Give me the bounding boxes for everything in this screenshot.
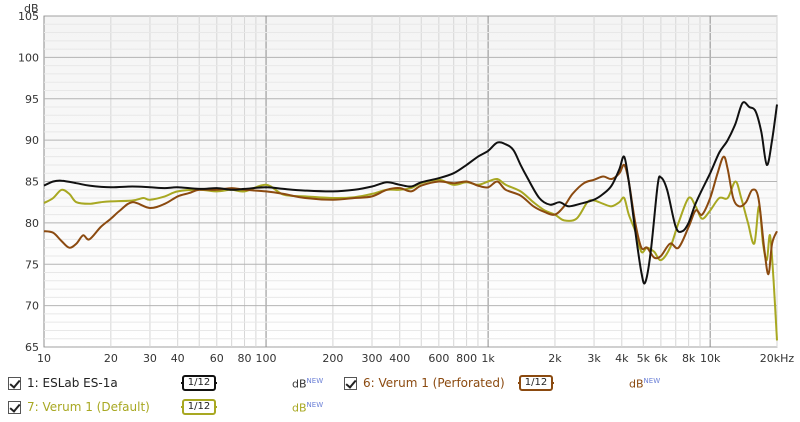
default-smoothing-label: 1/12 — [181, 399, 217, 415]
eslab-unit: dB — [292, 377, 307, 391]
x-tick-label: 2k — [548, 352, 562, 365]
x-tick-label: 10 — [37, 352, 51, 365]
y-tick-label: 90 — [25, 134, 39, 147]
series-line-7-verum-1-default — [43, 177, 778, 341]
x-tick-label: 6k — [654, 352, 668, 365]
x-tick-label: 20 — [104, 352, 118, 365]
x-tick-label: 800 — [456, 352, 477, 365]
eslab-checkbox[interactable] — [8, 376, 21, 390]
legend-label-perforated: 6: Verum 1 (Perforated) — [363, 376, 505, 390]
perforated-dbnew[interactable]: dBNEW — [629, 377, 660, 391]
x-tick-label: 600 — [428, 352, 449, 365]
legend-item-default[interactable]: 7: Verum 1 (Default) — [8, 397, 150, 417]
default-dbnew[interactable]: dBNEW — [292, 401, 323, 415]
y-axis-label: dB — [24, 2, 39, 15]
x-tick-label: 40 — [171, 352, 185, 365]
default-unit: dB — [292, 401, 307, 415]
series-line-6-verum-1-perforated — [43, 155, 778, 276]
y-tick-label: 95 — [25, 93, 39, 106]
perforated-new-badge: NEW — [643, 377, 661, 385]
x-tick-label: 8k — [682, 352, 696, 365]
x-tick-labels: 10 20 30 40 60 80 100 200 300 400 600 800 1k 2k 3k 4k 5k… — [37, 352, 794, 365]
eslab-smoothing-button[interactable]: 1/12 — [181, 375, 217, 391]
legend-label-default: 7: Verum 1 (Default) — [27, 400, 150, 414]
x-tick-label: 10k — [700, 352, 721, 365]
x-tick-label: 100 — [256, 352, 277, 365]
y-tick-label: 65 — [25, 341, 39, 354]
y-tick-labels: 65 70 75 80 85 90 95 100 105 — [18, 10, 39, 354]
x-tick-label: 3k — [587, 352, 601, 365]
grid-lines — [43, 16, 778, 347]
legend-item-perforated[interactable]: 6: Verum 1 (Perforated) — [344, 373, 505, 393]
y-tick-label: 80 — [25, 217, 39, 230]
legend: 1: ESLab ES-1a 1/12 dBNEW 6: Verum 1 (Pe… — [0, 371, 800, 422]
x-tick-label: 1k — [481, 352, 495, 365]
default-new-badge: NEW — [306, 401, 324, 409]
default-checkbox[interactable] — [8, 400, 21, 414]
series-lines — [43, 101, 778, 341]
y-tick-label: 100 — [18, 51, 39, 64]
x-tick-label: 5k — [637, 352, 651, 365]
x-tick-label: 4k — [615, 352, 629, 365]
x-tick-label: 200 — [322, 352, 343, 365]
eslab-dbnew[interactable]: dBNEW — [292, 377, 323, 391]
default-smoothing-button[interactable]: 1/12 — [181, 399, 217, 415]
perforated-checkbox[interactable] — [344, 376, 357, 390]
series-line-1-eslab-es-1a — [43, 101, 778, 285]
x-tick-label: 60 — [210, 352, 224, 365]
frequency-response-chart: 65 70 75 80 85 90 95 100 105 10 20 30 40 60 80 100 200 3… — [18, 2, 794, 365]
x-tick-label: 80 — [238, 352, 252, 365]
y-tick-label: 75 — [25, 258, 39, 271]
legend-label-eslab: 1: ESLab ES-1a — [27, 376, 118, 390]
legend-item-eslab[interactable]: 1: ESLab ES-1a — [8, 373, 118, 393]
x-tick-label: 20kHz — [760, 352, 795, 365]
x-tick-label: 400 — [389, 352, 410, 365]
x-tick-label: 300 — [361, 352, 382, 365]
y-tick-label: 70 — [25, 300, 39, 313]
eslab-new-badge: NEW — [306, 377, 324, 385]
y-tick-label: 85 — [25, 176, 39, 189]
perforated-smoothing-button[interactable]: 1/12 — [518, 375, 554, 391]
perforated-unit: dB — [629, 377, 644, 391]
perforated-smoothing-label: 1/12 — [518, 375, 554, 391]
y-tick-label: 105 — [18, 10, 39, 23]
x-tick-label: 30 — [143, 352, 157, 365]
eslab-smoothing-label: 1/12 — [181, 375, 217, 391]
